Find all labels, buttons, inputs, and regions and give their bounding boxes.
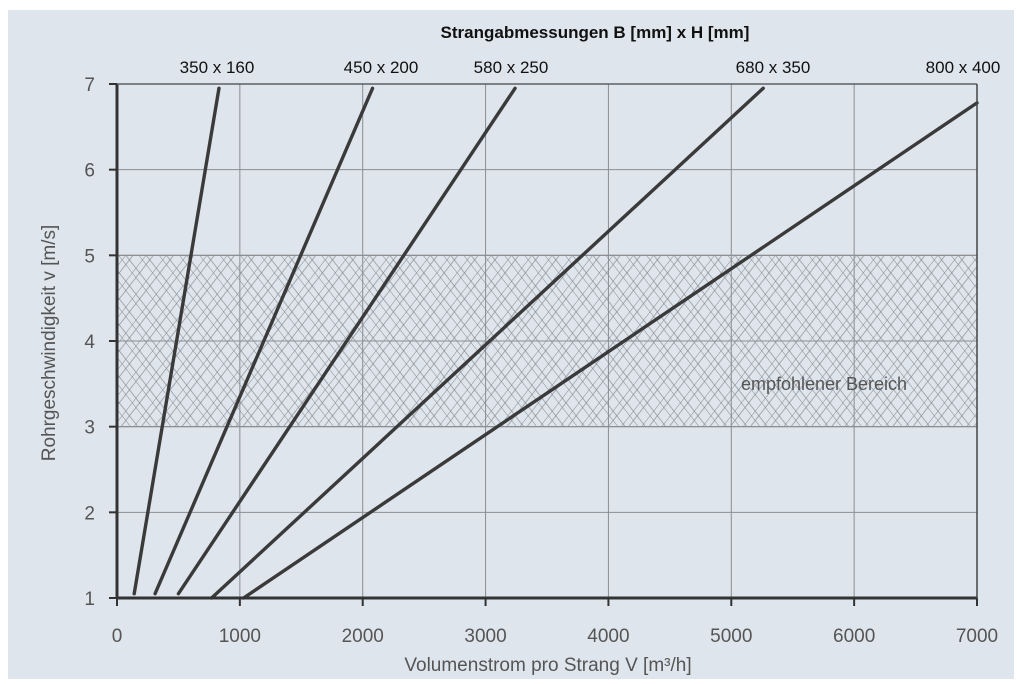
y-tick-label: 4 — [84, 332, 95, 353]
series-line — [153, 86, 375, 596]
series-line — [132, 86, 221, 596]
series-label: 450 x 200 — [344, 58, 419, 77]
x-tick-label: 1000 — [219, 626, 261, 647]
y-tick-label: 7 — [84, 75, 95, 96]
series-label: 580 x 250 — [474, 58, 549, 77]
band-label: empfohlener Bereich — [741, 374, 907, 394]
x-axis-label: Volumenstrom pro Strang V [m³/h] — [404, 655, 691, 676]
y-axis-label: Rohrgeschwindigkeit v [m/s] — [39, 225, 60, 462]
series-label: 800 x 400 — [926, 58, 1001, 77]
chart-title: Strangabmessungen B [mm] x H [mm] — [441, 23, 750, 42]
x-tick-label: 2000 — [342, 626, 384, 647]
series-lines: 350 x 160 450 x 200 580 x 250 680 x 350 800 … — [132, 58, 1001, 600]
x-tick-label: 6000 — [833, 626, 875, 647]
series-label: 350 x 160 — [180, 58, 255, 77]
y-tick-label: 2 — [84, 503, 95, 524]
x-tick-label: 5000 — [710, 626, 752, 647]
x-tick-label: 4000 — [587, 626, 629, 647]
series-line — [176, 86, 517, 596]
x-tick-label: 3000 — [464, 626, 506, 647]
y-tick-label: 3 — [84, 418, 95, 439]
series-line — [209, 86, 765, 600]
x-tick-label: 0 — [112, 626, 123, 647]
series-line — [241, 101, 979, 600]
axes: 0 1000 2000 3000 4000 5000 6000 7000 1 2 3 4 5 6 7 — [84, 75, 998, 647]
series-label: 680 x 350 — [736, 58, 811, 77]
y-tick-label: 6 — [84, 161, 95, 182]
y-tick-label: 1 — [84, 589, 95, 610]
x-tick-label: 7000 — [956, 626, 998, 647]
y-tick-label: 5 — [84, 246, 95, 267]
